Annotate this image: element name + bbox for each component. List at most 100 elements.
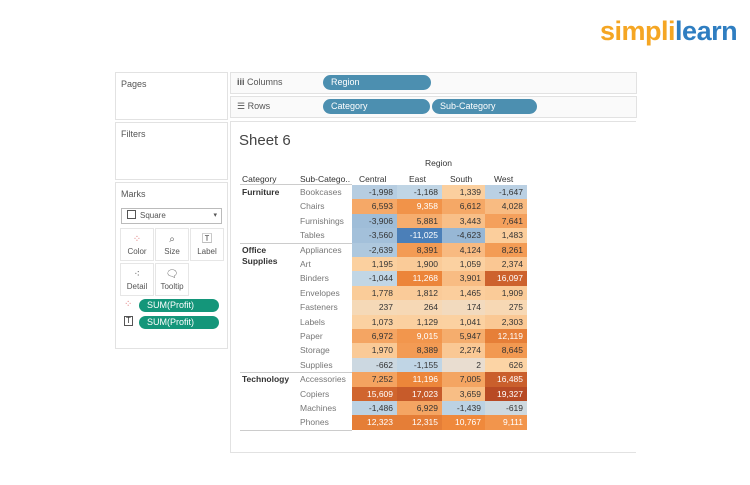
col-header-central: Central [359, 174, 387, 184]
table-cell[interactable]: 1,970 [352, 343, 397, 358]
table-cell[interactable]: -1,647 [485, 185, 527, 200]
table-cell[interactable]: -1,439 [442, 401, 485, 416]
table-cell[interactable]: 275 [485, 300, 527, 315]
sub-category-label: Bookcases [300, 187, 342, 197]
table-cell[interactable]: 12,119 [485, 329, 527, 344]
table-cell[interactable]: -1,155 [397, 357, 442, 373]
rows-shelf[interactable]: ☰ Rows Category Sub-Category [230, 96, 637, 118]
table-cell[interactable]: -3,560 [352, 228, 397, 243]
mark-type-select[interactable]: Square ▾ [121, 208, 222, 224]
table-cell[interactable]: 16,097 [485, 271, 527, 286]
logo-text: simpl [600, 16, 669, 46]
table-cell[interactable]: -3,906 [352, 213, 397, 229]
table-cell[interactable]: 8,645 [485, 343, 527, 358]
table-cell[interactable]: -1,998 [352, 185, 397, 200]
table-cell[interactable]: 9,358 [397, 199, 442, 214]
region-pill[interactable]: Region [323, 75, 431, 90]
table-cell[interactable]: 11,268 [397, 271, 442, 286]
label-button[interactable]: 🅃 Label [190, 228, 224, 261]
table-cell[interactable]: 1,073 [352, 314, 397, 329]
table-cell[interactable]: 2,374 [485, 257, 527, 272]
sum-profit-label-pill[interactable]: SUM(Profit) [139, 316, 219, 329]
table-cell[interactable]: -1,044 [352, 271, 397, 286]
table-cell[interactable]: 1,778 [352, 285, 397, 301]
color-button[interactable]: ⁘ Color [120, 228, 154, 261]
table-cell[interactable]: -662 [352, 357, 397, 373]
col-header-south: South [450, 174, 473, 184]
table-cell[interactable]: 6,593 [352, 199, 397, 214]
table-cell[interactable]: 8,389 [397, 343, 442, 358]
table-cell[interactable]: 3,443 [442, 213, 485, 229]
table-cell[interactable]: 1,900 [397, 257, 442, 272]
pages-panel[interactable]: Pages [115, 72, 228, 120]
table-cell[interactable]: 10,767 [442, 415, 485, 430]
table-cell[interactable]: 9,015 [397, 329, 442, 344]
table-cell[interactable]: 1,059 [442, 257, 485, 272]
col-header-sub-category[interactable]: Sub-Catego.. [300, 174, 351, 184]
table-cell[interactable]: 5,947 [442, 329, 485, 344]
table-cell[interactable]: 8,261 [485, 242, 527, 257]
filters-panel[interactable]: Filters [115, 122, 228, 180]
table-cell[interactable]: 8,391 [397, 242, 442, 257]
mark-type-value: Square [140, 211, 166, 220]
marks-title: Marks [121, 189, 146, 199]
table-cell[interactable]: 16,485 [485, 372, 527, 387]
sub-category-pill[interactable]: Sub-Category [432, 99, 537, 114]
table-cell[interactable]: 1,129 [397, 314, 442, 329]
sub-category-label: Chairs [300, 201, 325, 212]
table-cell[interactable]: 1,195 [352, 257, 397, 272]
category-pill[interactable]: Category [323, 99, 430, 114]
table-cell[interactable]: 2,303 [485, 314, 527, 329]
sub-category-label: Fasteners [300, 302, 338, 313]
table-cell[interactable]: 2 [442, 357, 485, 373]
label-field-icon: T [124, 316, 133, 326]
table-cell[interactable]: 12,315 [397, 415, 442, 430]
table-bottom-divider [240, 429, 352, 431]
table-cell[interactable]: 626 [485, 357, 527, 373]
table-cell[interactable]: 1,909 [485, 285, 527, 301]
rows-text: Rows [247, 101, 271, 111]
table-cell[interactable]: 1,339 [442, 185, 485, 200]
table-cell[interactable]: 5,881 [397, 213, 442, 229]
table-cell[interactable]: 4,124 [442, 242, 485, 257]
columns-shelf[interactable]: iii Columns Region [230, 72, 637, 94]
table-cell[interactable]: 4,028 [485, 199, 527, 214]
table-cell[interactable]: 1,483 [485, 228, 527, 243]
table-cell[interactable]: 6,929 [397, 401, 442, 416]
tooltip-button[interactable]: 🗨 Tooltip [155, 263, 189, 296]
table-cell[interactable]: 12,323 [352, 415, 397, 430]
table-cell[interactable]: 6,612 [442, 199, 485, 214]
table-cell[interactable]: 6,972 [352, 329, 397, 344]
table-cell[interactable]: 19,327 [485, 386, 527, 401]
table-cell[interactable]: 1,465 [442, 285, 485, 301]
columns-text: Columns [247, 77, 283, 87]
table-cell[interactable]: 15,609 [352, 386, 397, 401]
table-cell[interactable]: -619 [485, 401, 527, 416]
table-cell[interactable]: -2,639 [352, 242, 397, 257]
color-label: Color [127, 247, 147, 256]
sub-category-label: Paper [300, 331, 323, 341]
table-cell[interactable]: 174 [442, 300, 485, 315]
table-cell[interactable]: 7,005 [442, 372, 485, 387]
table-cell[interactable]: 264 [397, 300, 442, 315]
table-cell[interactable]: -1,168 [397, 185, 442, 200]
table-cell[interactable]: 3,659 [442, 386, 485, 401]
table-cell[interactable]: 237 [352, 300, 397, 315]
detail-button[interactable]: ⁖ Detail [120, 263, 154, 296]
table-cell[interactable]: 11,196 [397, 372, 442, 387]
table-cell[interactable]: 7,252 [352, 372, 397, 387]
table-cell[interactable]: 3,901 [442, 271, 485, 286]
table-cell[interactable]: 9,111 [485, 415, 527, 430]
table-cell[interactable]: 1,812 [397, 285, 442, 301]
table-cell[interactable]: 2,274 [442, 343, 485, 358]
table-cell[interactable]: 1,041 [442, 314, 485, 329]
table-cell[interactable]: -11,025 [397, 228, 442, 243]
table-cell[interactable]: 17,023 [397, 386, 442, 401]
table-cell[interactable]: -4,623 [442, 228, 485, 243]
sub-category-label: Copiers [300, 388, 330, 399]
size-button[interactable]: ⌕ Size [155, 228, 189, 261]
sum-profit-color-pill[interactable]: SUM(Profit) [139, 299, 219, 312]
table-cell[interactable]: -1,486 [352, 401, 397, 416]
table-cell[interactable]: 7,641 [485, 213, 527, 229]
sub-category-label: Binders [300, 273, 329, 284]
